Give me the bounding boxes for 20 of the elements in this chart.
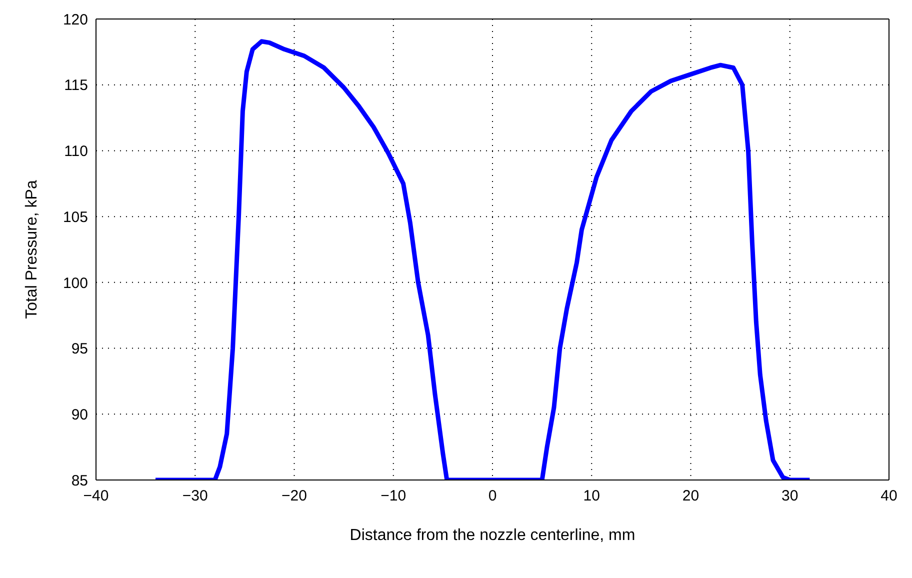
y-tick-label: 110	[64, 143, 88, 160]
y-axis-title: Total Pressure, kPa	[24, 180, 41, 319]
y-tick-label: 85	[71, 472, 88, 490]
y-tick-label: 105	[62, 208, 88, 226]
x-tick-label: −30	[182, 488, 208, 505]
x-tick-label: −20	[282, 488, 307, 505]
y-tick-label: 95	[71, 340, 88, 358]
x-tick-label: 20	[682, 488, 700, 505]
y-tick-label: 120	[62, 11, 88, 28]
x-tick-label: −10	[380, 488, 406, 505]
x-tick-label: 40	[880, 488, 898, 505]
x-tick-label: 0	[488, 488, 497, 505]
y-tick-label: 90	[71, 406, 88, 424]
y-tick-label: 100	[62, 274, 88, 292]
y-tick-label: 115	[64, 77, 88, 94]
x-tick-label: 10	[583, 488, 600, 505]
x-axis-title: Distance from the nozzle centerline, mm	[350, 527, 636, 544]
x-tick-label: 30	[782, 488, 798, 505]
x-tick-label: −40	[83, 488, 109, 505]
line-series	[153, 39, 812, 480]
